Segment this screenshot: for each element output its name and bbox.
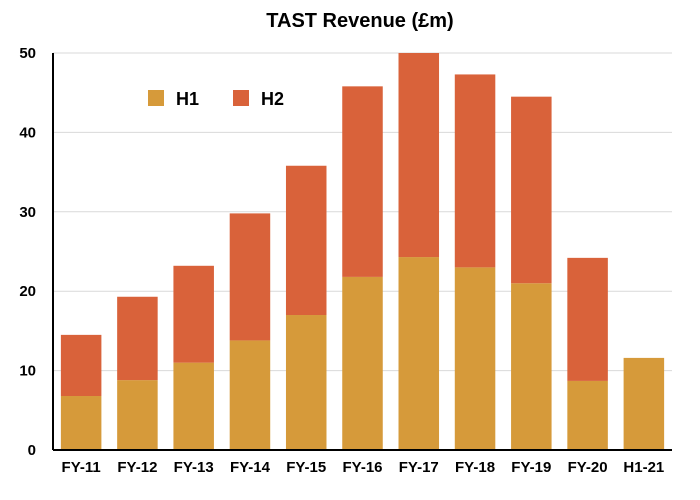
bar-h1-fy-18 bbox=[454, 267, 496, 450]
bar-h2-fy-15 bbox=[285, 165, 327, 316]
bar-h1-h1-21 bbox=[623, 357, 665, 450]
bar-h1-fy-20 bbox=[567, 380, 608, 450]
bar-h1-fy-12 bbox=[117, 380, 158, 450]
x-tick-label: FY-13 bbox=[174, 459, 214, 476]
legend-label-h1: H1 bbox=[176, 89, 199, 109]
bar-h1-fy-17 bbox=[398, 257, 440, 450]
x-tick-label: FY-12 bbox=[117, 459, 157, 476]
legend: H1 H2 bbox=[148, 89, 284, 109]
x-tick-label: H1-21 bbox=[623, 459, 664, 476]
y-tick-label: 20 bbox=[19, 283, 36, 300]
bar-h2-fy-13 bbox=[173, 265, 214, 363]
x-tick-label: FY-14 bbox=[230, 459, 271, 476]
x-tick-label: FY-16 bbox=[342, 459, 382, 476]
bar-h2-fy-18 bbox=[454, 74, 496, 268]
y-tick-label: 30 bbox=[19, 204, 36, 221]
bar-h2-fy-19 bbox=[511, 96, 552, 284]
y-tick-label: 10 bbox=[19, 363, 36, 380]
bar-h2-fy-11 bbox=[60, 334, 102, 397]
x-tick-label: FY-19 bbox=[511, 459, 551, 476]
bar-h1-fy-14 bbox=[229, 340, 271, 450]
x-tick-label: FY-20 bbox=[568, 459, 608, 476]
x-tick-label: FY-11 bbox=[62, 459, 101, 476]
legend-swatch-h2 bbox=[233, 90, 249, 106]
bar-h2-fy-12 bbox=[117, 296, 158, 381]
chart-title: TAST Revenue (£m) bbox=[266, 10, 453, 32]
bars bbox=[60, 53, 665, 450]
y-tick-label: 0 bbox=[28, 442, 36, 459]
bar-h1-fy-15 bbox=[285, 315, 327, 450]
x-tick-label: FY-17 bbox=[399, 459, 439, 476]
bar-h1-fy-11 bbox=[60, 396, 102, 450]
bar-h1-fy-16 bbox=[342, 276, 383, 450]
bar-h1-fy-19 bbox=[511, 283, 552, 450]
axes: 0 10 20 30 40 50 FY-11 FY-12 FY-13 FY-14 FY-15 FY-1… bbox=[19, 45, 672, 476]
bar-h1-fy-13 bbox=[173, 362, 214, 450]
bar-h2-fy-20 bbox=[567, 257, 608, 381]
bar-h2-fy-16 bbox=[342, 86, 383, 277]
y-tick-label: 50 bbox=[19, 45, 36, 62]
bar-h2-fy-17 bbox=[398, 53, 440, 258]
legend-label-h2: H2 bbox=[261, 89, 284, 109]
y-tick-label: 40 bbox=[19, 124, 36, 141]
bar-h2-fy-14 bbox=[229, 213, 271, 341]
legend-swatch-h1 bbox=[148, 90, 164, 106]
x-tick-label: FY-15 bbox=[286, 459, 326, 476]
x-tick-label: FY-18 bbox=[455, 459, 495, 476]
